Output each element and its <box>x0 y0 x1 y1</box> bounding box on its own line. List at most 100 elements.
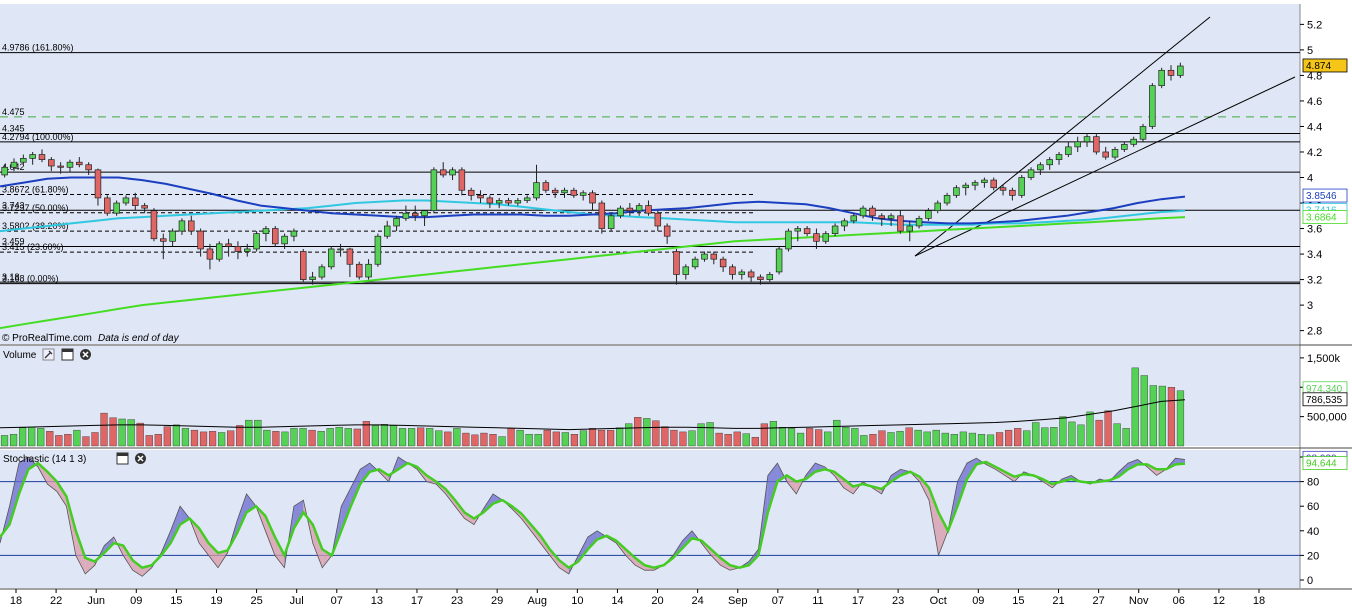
price-axis-tick-label: 3.2 <box>1307 275 1322 287</box>
volume-bar <box>371 425 379 447</box>
candle <box>402 212 410 219</box>
volume-bar <box>272 431 280 447</box>
stochastic-close-icon[interactable] <box>135 453 146 464</box>
volume-bar <box>570 434 579 447</box>
candle <box>943 195 951 204</box>
candle <box>999 187 1007 191</box>
stoch-fill <box>28 457 38 470</box>
candle <box>290 230 298 237</box>
candle <box>300 251 307 280</box>
volume-bar <box>290 428 298 447</box>
stoch-fill <box>938 512 948 556</box>
x-tick-label: Oct <box>930 595 947 607</box>
volume-bar <box>444 431 452 447</box>
price-axis-tick-label: 4.6 <box>1307 96 1322 108</box>
stoch-fill <box>37 463 48 485</box>
candle <box>887 215 895 219</box>
candle <box>1065 146 1072 155</box>
candle <box>766 274 774 280</box>
candle <box>803 228 811 234</box>
volume-settings-icon[interactable] <box>42 348 55 361</box>
stoch-fill <box>180 506 190 525</box>
candle <box>1009 189 1016 196</box>
x-tick-label: 22 <box>50 595 62 607</box>
stoch-axis-tick-label: 60 <box>1307 501 1319 513</box>
candle <box>188 220 195 232</box>
volume-bar <box>507 428 515 447</box>
candle <box>244 248 251 252</box>
price-axis-tick-label: 3.6 <box>1307 224 1322 236</box>
candle <box>225 243 232 247</box>
x-tick-label: 17 <box>852 595 864 607</box>
candle <box>1083 136 1091 143</box>
price-axis-tick-label: 5 <box>1307 45 1313 57</box>
candle <box>309 276 316 280</box>
candle <box>29 154 36 159</box>
candle <box>869 207 876 217</box>
volume-average-badge <box>1302 392 1348 407</box>
stoch-fill <box>312 524 323 568</box>
candle <box>645 205 652 214</box>
volume-bar <box>1050 427 1058 447</box>
volume-close-icon[interactable] <box>80 349 91 360</box>
stoch-fill <box>208 543 219 568</box>
stoch-fill <box>464 512 474 525</box>
volume-bar <box>1077 424 1085 447</box>
candle <box>925 210 932 219</box>
candle <box>1121 143 1128 150</box>
candle <box>990 179 997 189</box>
volume-bar <box>362 421 370 447</box>
candle <box>76 161 83 166</box>
candle <box>841 220 848 227</box>
x-tick-label: 20 <box>651 595 663 607</box>
candle <box>859 207 867 217</box>
volume-bar <box>109 417 117 447</box>
volume-bar <box>851 428 859 447</box>
candle <box>775 248 783 273</box>
volume-bar <box>453 428 461 447</box>
candle <box>505 200 512 204</box>
volume-bar <box>28 427 36 447</box>
candle <box>486 197 494 204</box>
level-label: 3.168 (0.00%) <box>2 274 59 284</box>
stoch-fill <box>834 471 844 488</box>
stochastic-title: Stochastic (14 1 3) <box>3 454 86 465</box>
candle <box>10 161 18 168</box>
volume-bar <box>896 431 904 447</box>
candle <box>533 182 540 199</box>
candle <box>897 215 904 232</box>
stochastic-window-icon[interactable] <box>116 452 129 465</box>
stoch-fill <box>587 530 598 550</box>
stoch-fill <box>483 493 493 513</box>
volume-bar <box>959 431 967 447</box>
volume-bar <box>760 423 768 447</box>
volume-bar <box>64 434 72 447</box>
x-tick-label: 10 <box>571 595 583 607</box>
x-tick-label: 07 <box>331 595 343 607</box>
stoch-fill <box>9 463 19 525</box>
candle <box>1139 126 1147 140</box>
volume-window-icon[interactable] <box>61 348 74 361</box>
volume-bar <box>842 427 850 447</box>
volume-bar <box>136 422 144 447</box>
volume-bar <box>1149 385 1157 447</box>
x-tick-label: 18 <box>10 595 22 607</box>
price-axis-tick-label: 4.8 <box>1307 70 1322 82</box>
candle <box>122 197 130 204</box>
volume-bar <box>245 419 253 447</box>
volume-bar <box>824 431 832 447</box>
stoch-fill <box>767 463 778 513</box>
price-axis-tick-label: 4.4 <box>1307 121 1322 133</box>
volume-bar <box>869 434 877 447</box>
candle <box>822 233 830 242</box>
candle <box>607 215 615 229</box>
candle <box>467 189 475 196</box>
stoch-fill <box>170 506 181 544</box>
candle <box>365 263 372 278</box>
level-label: 3.5802 (38.20%) <box>2 221 69 231</box>
last-price-badge-label: 4.874 <box>1306 61 1331 72</box>
volume-bar <box>806 428 814 447</box>
candle <box>141 205 148 209</box>
x-tick-label: 14 <box>611 595 623 607</box>
